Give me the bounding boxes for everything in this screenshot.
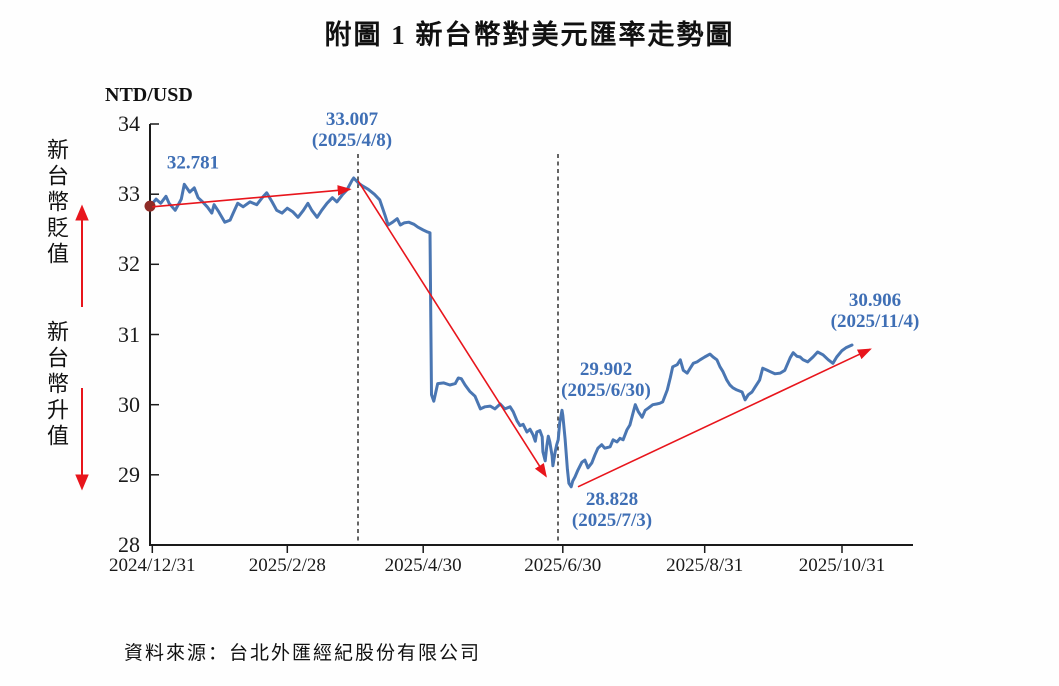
y-tick-label: 28	[118, 532, 140, 557]
x-tick-label: 2025/6/30	[524, 555, 602, 576]
y-tick-label: 29	[118, 461, 140, 487]
x-tick-label: 2025/4/30	[384, 555, 462, 576]
x-tick-label: 2025/2/28	[248, 555, 326, 576]
annotation-low-value: 28.828	[585, 489, 639, 510]
annotation-latest-date: (2025/11/4)	[830, 311, 920, 332]
exchange-rate-line	[148, 176, 854, 489]
annotation-peak-date: (2025/4/8)	[311, 130, 393, 151]
depreciation-label: 新台幣貶值	[44, 138, 69, 268]
annotation-start: 32.781	[167, 153, 219, 174]
start-point-marker	[144, 200, 156, 212]
axis-lines	[149, 124, 913, 546]
chart-title: 附圖 1 新台幣對美元匯率走勢圖	[324, 20, 735, 50]
appreciation-label: 新台幣升值	[44, 320, 69, 450]
annotation-latest-value: 30.906	[848, 290, 902, 311]
annotation-low-date: (2025/7/3)	[571, 510, 653, 531]
trend-arrow	[152, 185, 352, 208]
y-tick-label: 31	[118, 321, 140, 347]
trend-arrow	[357, 180, 547, 478]
annotation-low: 28.828 (2025/7/3)	[572, 489, 652, 531]
annotation-peak-value: 33.007	[325, 109, 379, 130]
y-tick-label: 33	[118, 181, 140, 207]
y-tick-label: 30	[118, 391, 140, 417]
source-note: 資料來源：台北外匯經紀股份有限公司	[124, 643, 482, 664]
x-tick-label: 2025/8/31	[666, 555, 744, 576]
y-tick-label: 34	[118, 111, 140, 136]
annotation-latest: 30.906 (2025/11/4)	[831, 290, 920, 332]
annotation-peak: 33.007 (2025/4/8)	[312, 109, 392, 151]
annotation-june30: 29.902 (2025/6/30)	[561, 359, 651, 401]
x-tick-label: 2024/12/31	[109, 555, 196, 576]
annotation-june30-value: 29.902	[579, 359, 633, 380]
y-tick-label: 32	[118, 251, 140, 277]
y-axis-unit-label: NTD/USD	[105, 84, 193, 106]
annotation-start-value: 32.781	[166, 152, 220, 174]
trend-arrow	[577, 348, 872, 488]
x-tick-label: 2025/10/31	[798, 555, 886, 576]
annotation-june30-date: (2025/6/30)	[561, 380, 651, 401]
